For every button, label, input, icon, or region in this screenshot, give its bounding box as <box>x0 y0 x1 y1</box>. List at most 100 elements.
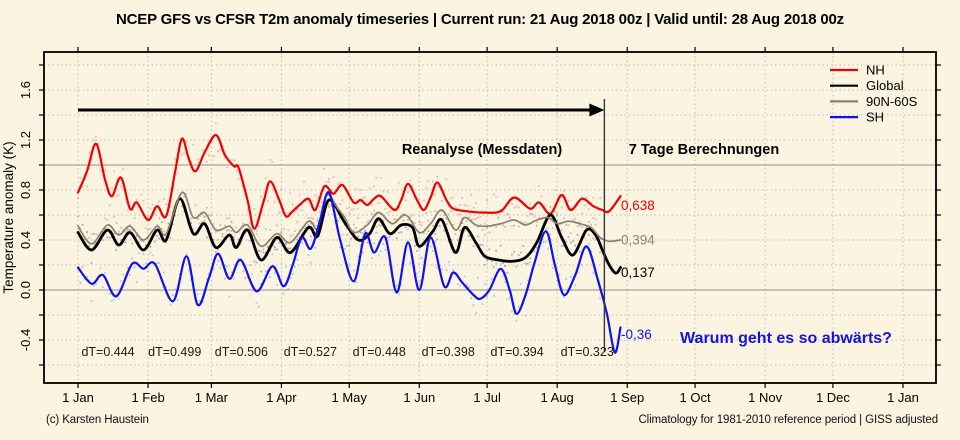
scatter-dot-NH <box>248 222 251 225</box>
legend-label-SH: SH <box>866 110 884 125</box>
x-tick-label: 1 Mar <box>195 390 229 405</box>
scatter-dot-SH <box>352 269 355 272</box>
scatter-dot-90N-60S <box>83 238 86 240</box>
scatter-dot-Global <box>447 240 450 243</box>
scatter-dot-90N-60S <box>185 193 188 195</box>
scatter-dot-SH <box>432 250 434 252</box>
scatter-dot-Global <box>93 233 95 235</box>
scatter-dot-SH <box>251 273 253 276</box>
scatter-dot-90N-60S <box>581 226 583 229</box>
scatter-dot-90N-60S <box>215 231 217 233</box>
scatter-dot-NH <box>359 188 362 191</box>
scatter-dot-SH <box>86 276 88 278</box>
scatter-dot-SH <box>371 257 373 259</box>
scatter-dot-SH <box>145 262 147 265</box>
scatter-dot-Global <box>90 262 93 264</box>
scatter-dot-Global <box>386 236 389 239</box>
scatter-dot-NH <box>206 160 208 163</box>
scatter-dot-SH <box>465 284 468 286</box>
scatter-dot-NH <box>190 160 192 163</box>
scatter-dot-90N-60S <box>208 214 210 217</box>
scatter-dot-SH <box>484 283 486 285</box>
scatter-dot-90N-60S <box>126 230 129 232</box>
scatter-dot-90N-60S <box>572 219 574 222</box>
scatter-dot-NH <box>468 212 470 214</box>
scatter-dot-SH <box>511 310 513 313</box>
scatter-dot-Global <box>511 253 513 256</box>
scatter-dot-Global <box>285 243 287 245</box>
scatter-dot-90N-60S <box>120 226 122 229</box>
scatter-dot-NH <box>165 203 167 206</box>
scatter-dot-Global <box>158 237 161 240</box>
scatter-dot-NH <box>375 176 378 179</box>
scatter-dot-NH <box>389 210 391 213</box>
scatter-dot-Global <box>436 238 439 241</box>
scatter-dot-Global <box>339 216 341 219</box>
scatter-dot-Global <box>477 235 479 238</box>
scatter-dot-NH <box>269 159 271 161</box>
scatter-dot-Global <box>160 228 163 230</box>
scatter-dot-NH <box>294 211 296 213</box>
scatter-dot-90N-60S <box>163 230 165 233</box>
scatter-dot-Global <box>296 238 299 241</box>
scatter-dot-90N-60S <box>253 239 256 241</box>
scatter-dot-NH <box>174 158 176 161</box>
scatter-dot-NH <box>330 203 332 206</box>
scatter-dot-Global <box>427 230 430 232</box>
scatter-dot-90N-60S <box>355 227 357 229</box>
scatter-dot-SH <box>477 276 479 279</box>
scatter-dot-SH <box>176 299 179 301</box>
scatter-dot-90N-60S <box>468 216 470 219</box>
scatter-dot-90N-60S <box>239 243 242 245</box>
scatter-dot-90N-60S <box>409 215 412 218</box>
scatter-dot-Global <box>113 232 115 235</box>
scatter-dot-90N-60S <box>106 219 109 221</box>
scatter-dot-SH <box>226 265 228 267</box>
scatter-dot-Global <box>366 241 369 244</box>
scatter-dot-NH <box>212 155 215 157</box>
scatter-dot-Global <box>389 235 391 238</box>
scatter-dot-90N-60S <box>352 223 355 226</box>
scatter-dot-Global <box>212 239 215 241</box>
scatter-dot-SH <box>95 283 97 285</box>
scatter-dot-SH <box>418 280 421 283</box>
scatter-dot-NH <box>499 208 502 211</box>
scatter-dot-SH <box>339 246 341 249</box>
scatter-dot-SH <box>475 312 477 315</box>
scatter-dot-NH <box>479 215 482 218</box>
scatter-dot-90N-60S <box>447 213 450 216</box>
scatter-dot-NH <box>226 166 228 169</box>
scatter-dot-SH <box>280 278 283 281</box>
scatter-dot-90N-60S <box>117 230 120 233</box>
scatter-dot-SH <box>126 267 129 269</box>
scatter-dot-SH <box>212 268 215 270</box>
scatter-dot-90N-60S <box>495 226 497 228</box>
scatter-dot-SH <box>343 247 346 250</box>
scatter-dot-Global <box>484 264 486 266</box>
scatter-dot-90N-60S <box>599 238 601 240</box>
scatter-dot-90N-60S <box>517 225 520 228</box>
scatter-dot-90N-60S <box>578 224 581 227</box>
scatter-dot-NH <box>484 222 486 225</box>
scatter-dot-NH <box>554 189 556 191</box>
scatter-dot-NH <box>95 135 97 138</box>
scatter-dot-90N-60S <box>316 220 319 222</box>
scatter-dot-Global <box>149 246 152 248</box>
scatter-dot-NH <box>581 212 583 215</box>
scatter-dot-SH <box>499 263 502 266</box>
scatter-dot-NH <box>445 178 448 180</box>
scatter-dot-SH <box>533 250 536 253</box>
scatter-dot-90N-60S <box>88 236 91 239</box>
scatter-dot-90N-60S <box>104 217 106 220</box>
scatter-dot-SH <box>416 272 418 275</box>
x-tick-label: 1 Nov <box>748 390 782 405</box>
scatter-dot-NH <box>355 188 357 191</box>
scatter-dot-90N-60S <box>133 217 136 220</box>
scatter-dot-90N-60S <box>522 222 525 224</box>
scatter-dot-NH <box>361 197 364 200</box>
scatter-dot-90N-60S <box>294 230 296 232</box>
scatter-dot-NH <box>465 205 468 207</box>
scatter-dot-Global <box>425 244 427 246</box>
scatter-dot-NH <box>486 199 488 202</box>
scatter-dot-SH <box>244 277 247 279</box>
